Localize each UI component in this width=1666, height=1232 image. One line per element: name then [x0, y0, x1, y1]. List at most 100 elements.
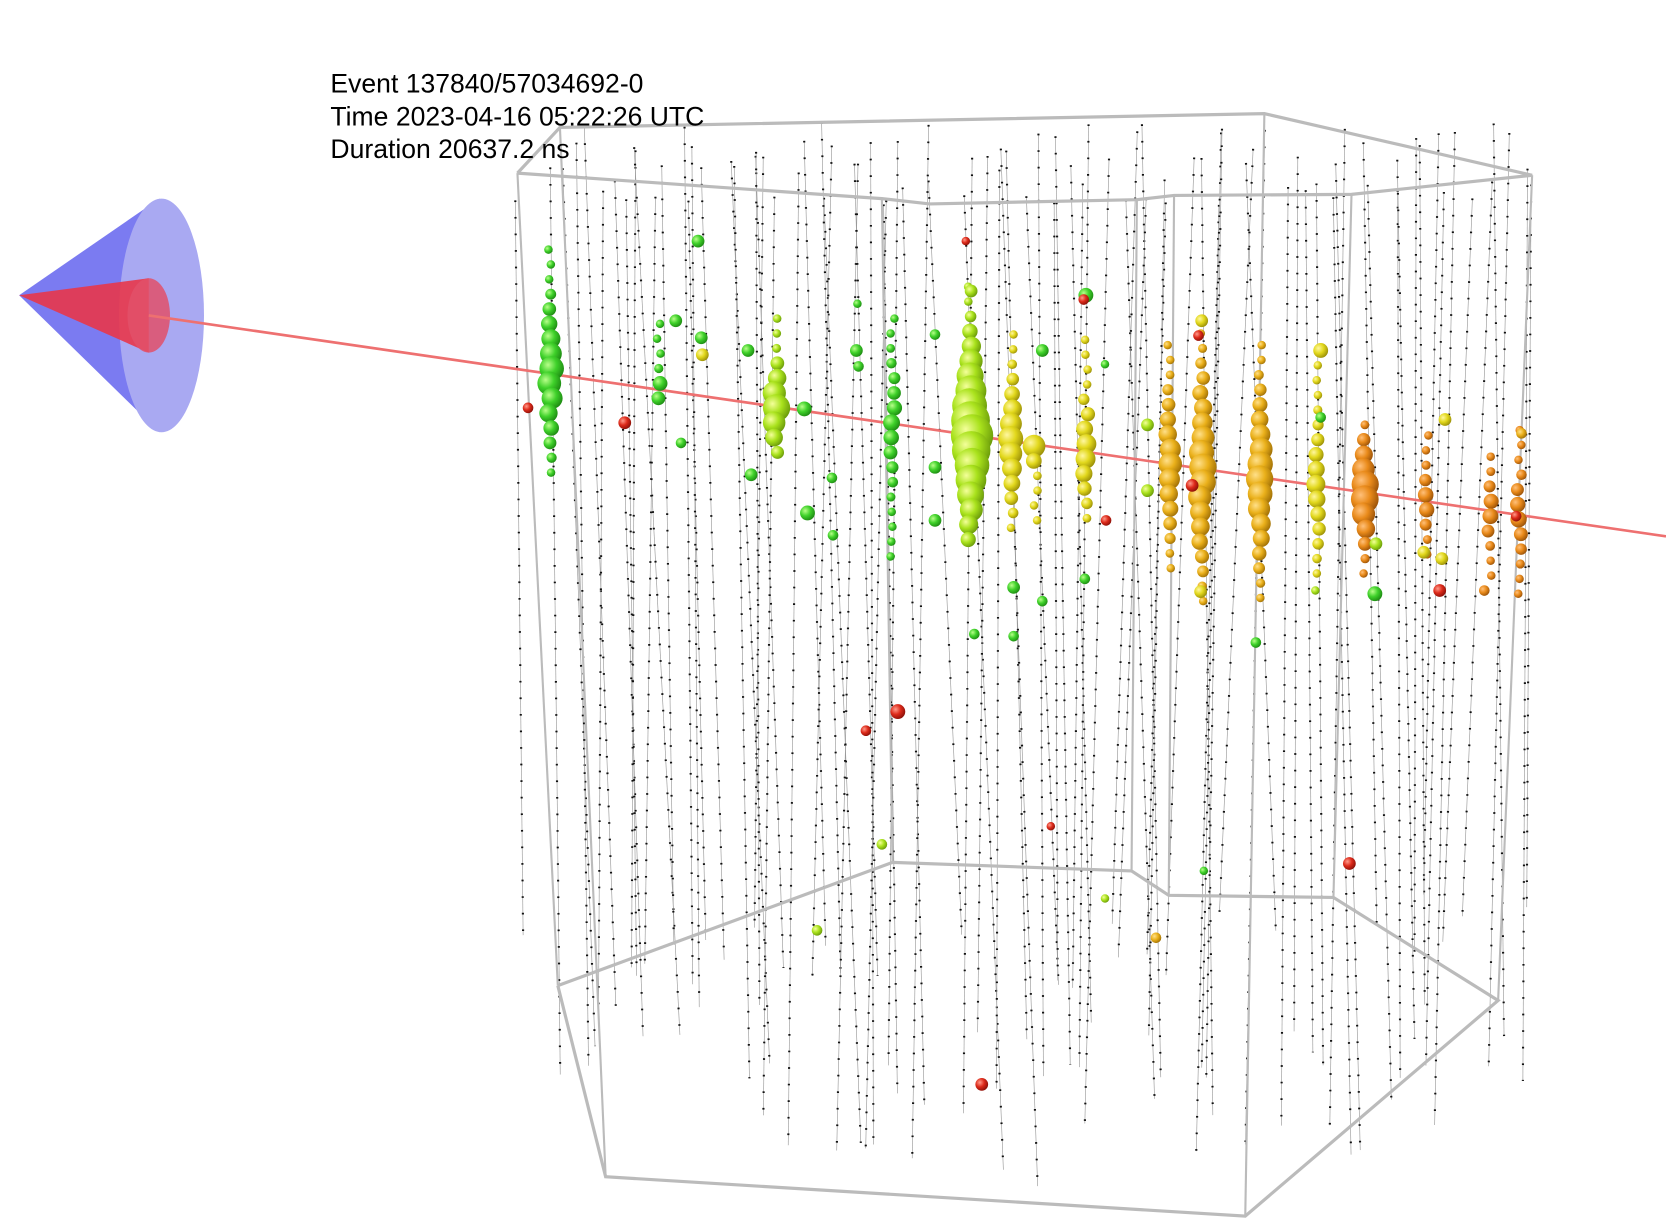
hit: [1078, 294, 1090, 305]
hit: [964, 284, 978, 298]
hit: [695, 348, 709, 362]
hit: [691, 234, 705, 248]
hit: [772, 343, 782, 353]
hit: [770, 356, 785, 371]
hit: [886, 492, 896, 502]
hit: [541, 387, 563, 409]
string-doms: [625, 199, 638, 976]
hit: [1251, 513, 1271, 534]
string-doms: [1071, 183, 1084, 988]
hit: [1513, 527, 1528, 542]
hit: [826, 472, 838, 484]
hit: [1194, 585, 1207, 598]
hit: [876, 839, 888, 850]
cone-inner: [19, 278, 149, 353]
detector-strings: [514, 122, 1533, 1187]
hit: [1486, 452, 1495, 461]
string-doms: [976, 155, 989, 1033]
hit: [1075, 448, 1096, 469]
outline-edge: [516, 173, 559, 986]
string: [1434, 131, 1456, 1126]
hit: [545, 288, 557, 300]
hit: [1419, 502, 1435, 518]
hit: [1009, 330, 1018, 339]
hit: [1164, 532, 1176, 545]
string: [1205, 128, 1223, 1078]
hit: [1192, 384, 1209, 401]
string: [865, 200, 887, 1149]
string-doms: [962, 157, 974, 1114]
hit: [1159, 468, 1180, 490]
string: [691, 146, 700, 1008]
hit: [1250, 410, 1269, 429]
hit: [811, 925, 823, 936]
string: [928, 180, 963, 935]
hit: [546, 260, 556, 269]
string: [598, 190, 604, 1019]
string: [902, 187, 925, 1105]
hit: [1487, 571, 1496, 580]
hit: [1308, 490, 1326, 508]
string-doms: [1147, 179, 1166, 1036]
hit: [796, 401, 812, 417]
hit: [1313, 390, 1323, 400]
hit: [886, 552, 895, 561]
string: [583, 126, 617, 1006]
hit: [1252, 546, 1267, 561]
hit: [1481, 524, 1495, 538]
string: [730, 161, 770, 1064]
hit: [1080, 407, 1096, 422]
string: [1201, 158, 1214, 1116]
hit: [1198, 343, 1208, 353]
hit: [1191, 517, 1210, 537]
hit: [1307, 460, 1325, 478]
string-doms: [1200, 132, 1223, 1068]
hit: [1163, 340, 1172, 350]
hit: [1035, 344, 1049, 357]
hit: [886, 358, 897, 369]
hit: [1357, 536, 1372, 551]
hit: [1343, 857, 1356, 870]
hit: [1046, 822, 1056, 831]
hit: [1435, 552, 1449, 566]
hit: [1253, 369, 1264, 380]
hit: [1356, 519, 1376, 539]
hit: [1250, 637, 1262, 648]
hit: [887, 507, 896, 517]
hit: [1033, 486, 1042, 495]
hit: [1081, 350, 1090, 359]
hit: [1077, 481, 1092, 496]
hit: [964, 310, 977, 323]
hit: [959, 515, 979, 535]
string: [1070, 165, 1092, 1023]
hit: [1002, 458, 1022, 479]
string: [911, 124, 929, 1159]
hit: [890, 704, 906, 720]
string-doms: [730, 160, 771, 1064]
outline-edge: [1332, 194, 1353, 898]
hit: [1150, 932, 1162, 944]
string: [1316, 183, 1324, 1066]
hit: [652, 334, 662, 344]
hit: [1007, 359, 1018, 370]
string-doms: [613, 180, 645, 1037]
hit: [1483, 480, 1496, 493]
hit: [744, 468, 758, 482]
hit: [1308, 447, 1324, 463]
string: [1396, 159, 1415, 1039]
hit: [1076, 434, 1097, 454]
hit: [887, 537, 896, 546]
string: [1118, 198, 1147, 958]
hit: [539, 403, 558, 423]
hit: [1195, 314, 1209, 328]
hit: [1311, 433, 1325, 447]
string: [1332, 197, 1352, 1155]
hit: [655, 319, 665, 329]
hit: [618, 416, 632, 430]
string: [787, 172, 800, 1146]
hit: [1313, 361, 1323, 370]
hit: [1161, 397, 1176, 412]
hit: [546, 468, 556, 477]
string: [854, 163, 878, 976]
